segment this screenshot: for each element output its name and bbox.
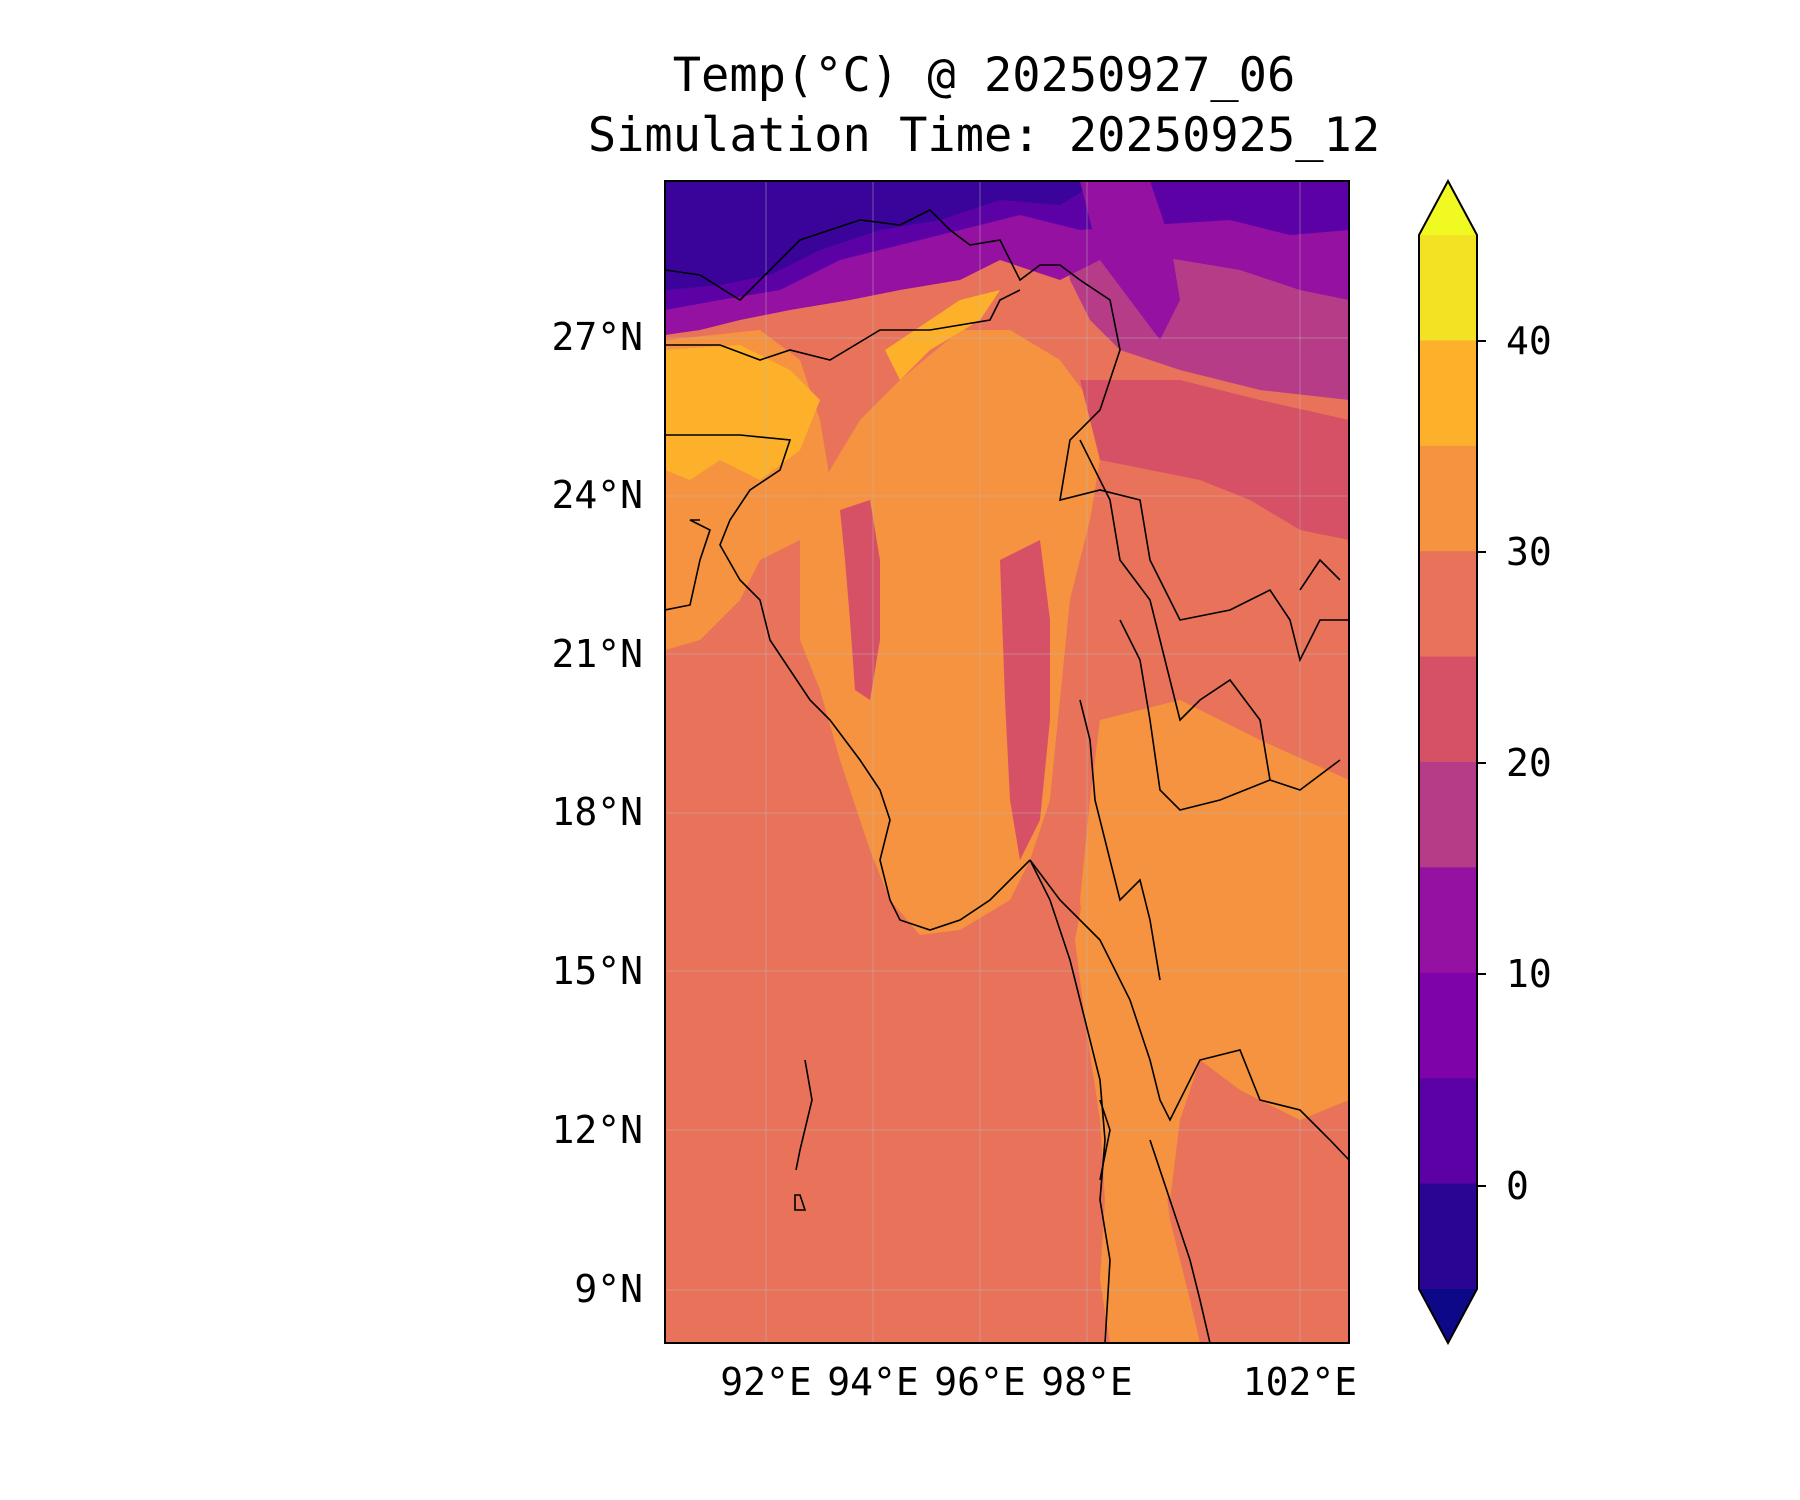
colorbar-bin [1419, 235, 1477, 341]
coastline [665, 209, 1349, 1343]
latitude-labels: 27°N 24°N 21°N 18°N 15°N 12°N 9°N [551, 315, 643, 1311]
lat-label-24n: 24°N [551, 473, 643, 517]
map-title: Temp(°C) @ 20250927_06 [672, 48, 1296, 103]
colorbar-bin [1419, 656, 1477, 763]
colorbar-label-40: 40 [1506, 319, 1552, 363]
gridlines [665, 181, 1349, 1343]
colorbar-label-0: 0 [1506, 1164, 1529, 1208]
colorbar-label-10: 10 [1506, 952, 1552, 996]
map-panel[interactable] [665, 181, 1349, 1343]
map-subtitle: Simulation Time: 20250925_12 [587, 108, 1381, 163]
colorbar-bin [1419, 551, 1477, 658]
colorbar [1418, 178, 1478, 1346]
hot-plain-myanmar [885, 290, 1000, 380]
lon-label-92e: 92°E [720, 1360, 812, 1404]
colorbar-bin [1419, 1289, 1477, 1343]
colorbar-bin [1419, 762, 1477, 868]
colorbar-bin [1419, 181, 1477, 235]
lon-label-96e: 96°E [934, 1360, 1026, 1404]
lat-label-27n: 27°N [551, 315, 643, 359]
peak-east-ridge [1080, 181, 1180, 340]
map-frame [664, 180, 1350, 1344]
colorbar-ticks: 40 30 20 10 0 [1477, 319, 1552, 1208]
lon-label-98e: 98°E [1041, 1360, 1133, 1404]
colorbar-outline [1418, 178, 1478, 1346]
colorbar-bin [1419, 972, 1477, 1079]
colorbar-bin [1419, 1183, 1477, 1290]
colorbar-label-30: 30 [1506, 530, 1552, 574]
colorbar-label-20: 20 [1506, 741, 1552, 785]
land-tenasserim [1075, 860, 1200, 1343]
hill-band-shan [1000, 540, 1050, 860]
longitude-labels: 92°E 94°E 96°E 98°E 102°E [720, 1360, 1357, 1404]
colorbar-bin [1419, 1078, 1477, 1185]
hill-band-arakan [840, 500, 880, 700]
colorbar-bin [1419, 867, 1477, 974]
lat-label-9n: 9°N [574, 1267, 643, 1311]
hill-band-east [1080, 380, 1349, 540]
lon-label-102e: 102°E [1243, 1360, 1357, 1404]
lat-label-12n: 12°N [551, 1108, 643, 1152]
lon-label-94e: 94°E [827, 1360, 919, 1404]
lat-label-15n: 15°N [551, 949, 643, 993]
summit-himalaya [665, 181, 1100, 290]
colorbar-bin [1419, 445, 1477, 552]
lat-label-18n: 18°N [551, 790, 643, 834]
lat-label-21n: 21°N [551, 632, 643, 676]
hot-plain-bangladesh [665, 345, 820, 480]
colorbar-bin [1419, 340, 1477, 447]
